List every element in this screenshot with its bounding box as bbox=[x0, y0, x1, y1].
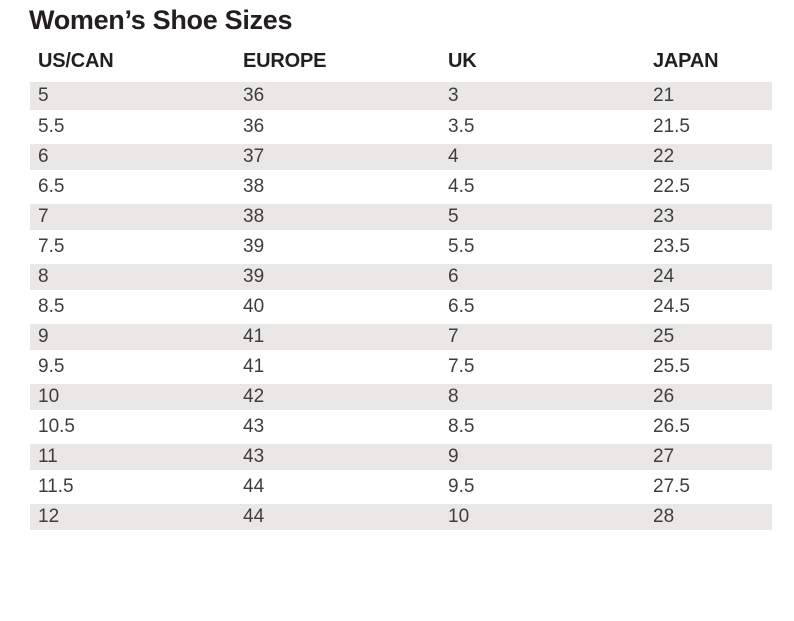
table-cell: 22.5 bbox=[645, 172, 772, 204]
table-row: 11.5 44 9.5 27.5 bbox=[30, 472, 772, 504]
table-cell: 6 bbox=[30, 142, 235, 174]
table-cell: 3 bbox=[440, 82, 645, 114]
table-row: 5 36 3 21 bbox=[30, 82, 772, 114]
table-cell: 6.5 bbox=[440, 292, 645, 324]
table-cell: 27.5 bbox=[645, 472, 772, 504]
table-header-row: US/CAN EUROPE UK JAPAN bbox=[30, 37, 772, 82]
table-row: 7 38 5 23 bbox=[30, 202, 772, 234]
table-cell: 3.5 bbox=[440, 112, 645, 144]
table-row: 10 42 8 26 bbox=[30, 382, 772, 414]
table-cell: 5 bbox=[440, 202, 645, 234]
table-cell: 9 bbox=[440, 442, 645, 474]
table-cell: 37 bbox=[235, 142, 440, 174]
table-row: 6.5 38 4.5 22.5 bbox=[30, 172, 772, 204]
table-row: 6 37 4 22 bbox=[30, 142, 772, 174]
table-cell: 39 bbox=[235, 262, 440, 294]
table-row: 10.5 43 8.5 26.5 bbox=[30, 412, 772, 444]
table-row: 8 39 6 24 bbox=[30, 262, 772, 294]
table-cell: 23 bbox=[645, 202, 772, 234]
table-cell: 8 bbox=[440, 382, 645, 414]
table-cell: 39 bbox=[235, 232, 440, 264]
shoe-size-table: US/CAN EUROPE UK JAPAN 5 36 3 21 5.5 36 3.5 21.… bbox=[30, 37, 772, 534]
page-title: Women’s Shoe Sizes bbox=[29, 5, 293, 35]
table-cell: 36 bbox=[235, 82, 440, 114]
table-cell: 6 bbox=[440, 262, 645, 294]
table-cell: 11 bbox=[30, 442, 235, 474]
table-cell: 21 bbox=[645, 82, 772, 114]
table-cell: 9.5 bbox=[30, 352, 235, 384]
table-cell: 5.5 bbox=[440, 232, 645, 264]
table-cell: 12 bbox=[30, 502, 235, 534]
table-cell: 7 bbox=[30, 202, 235, 234]
table-row: 9.5 41 7.5 25.5 bbox=[30, 352, 772, 384]
column-header-uk: UK bbox=[440, 37, 645, 82]
table-cell: 26 bbox=[645, 382, 772, 414]
table-cell: 11.5 bbox=[30, 472, 235, 504]
table-cell: 9.5 bbox=[440, 472, 645, 504]
table-cell: 10 bbox=[440, 502, 645, 534]
table-cell: 24 bbox=[645, 262, 772, 294]
table-cell: 44 bbox=[235, 502, 440, 534]
table-row: 5.5 36 3.5 21.5 bbox=[30, 112, 772, 144]
table-row: 12 44 10 28 bbox=[30, 502, 772, 534]
table-cell: 7.5 bbox=[30, 232, 235, 264]
table-cell: 25.5 bbox=[645, 352, 772, 384]
table-cell: 5.5 bbox=[30, 112, 235, 144]
table-cell: 7.5 bbox=[440, 352, 645, 384]
table-cell: 25 bbox=[645, 322, 772, 354]
table-cell: 10.5 bbox=[30, 412, 235, 444]
column-header-europe: EUROPE bbox=[235, 37, 440, 82]
table-cell: 4 bbox=[440, 142, 645, 174]
table-cell: 10 bbox=[30, 382, 235, 414]
table-cell: 21.5 bbox=[645, 112, 772, 144]
table-cell: 44 bbox=[235, 472, 440, 504]
table-row: 11 43 9 27 bbox=[30, 442, 772, 474]
table-header: US/CAN EUROPE UK JAPAN bbox=[30, 37, 772, 82]
table-cell: 8.5 bbox=[440, 412, 645, 444]
table-cell: 36 bbox=[235, 112, 440, 144]
column-header-us-can: US/CAN bbox=[30, 37, 235, 82]
table-cell: 9 bbox=[30, 322, 235, 354]
table-cell: 28 bbox=[645, 502, 772, 534]
table-row: 8.5 40 6.5 24.5 bbox=[30, 292, 772, 324]
table-cell: 38 bbox=[235, 172, 440, 204]
column-header-japan: JAPAN bbox=[645, 37, 772, 82]
table-cell: 43 bbox=[235, 442, 440, 474]
table-cell: 8.5 bbox=[30, 292, 235, 324]
table-cell: 23.5 bbox=[645, 232, 772, 264]
table-cell: 43 bbox=[235, 412, 440, 444]
table-body: 5 36 3 21 5.5 36 3.5 21.5 6 37 4 22 6.5 38 4.5 22.5 7 38 5… bbox=[30, 82, 772, 534]
table-row: 9 41 7 25 bbox=[30, 322, 772, 354]
page: Women’s Shoe Sizes US/CAN EUROPE UK JAPA… bbox=[0, 4, 794, 621]
table-row: 7.5 39 5.5 23.5 bbox=[30, 232, 772, 264]
table-cell: 22 bbox=[645, 142, 772, 174]
table-cell: 5 bbox=[30, 82, 235, 114]
table-cell: 4.5 bbox=[440, 172, 645, 204]
table-cell: 24.5 bbox=[645, 292, 772, 324]
table-cell: 27 bbox=[645, 442, 772, 474]
table-cell: 40 bbox=[235, 292, 440, 324]
table-cell: 41 bbox=[235, 322, 440, 354]
table-cell: 8 bbox=[30, 262, 235, 294]
table-cell: 42 bbox=[235, 382, 440, 414]
table-cell: 6.5 bbox=[30, 172, 235, 204]
table-cell: 41 bbox=[235, 352, 440, 384]
table-cell: 7 bbox=[440, 322, 645, 354]
table-cell: 38 bbox=[235, 202, 440, 234]
table-cell: 26.5 bbox=[645, 412, 772, 444]
